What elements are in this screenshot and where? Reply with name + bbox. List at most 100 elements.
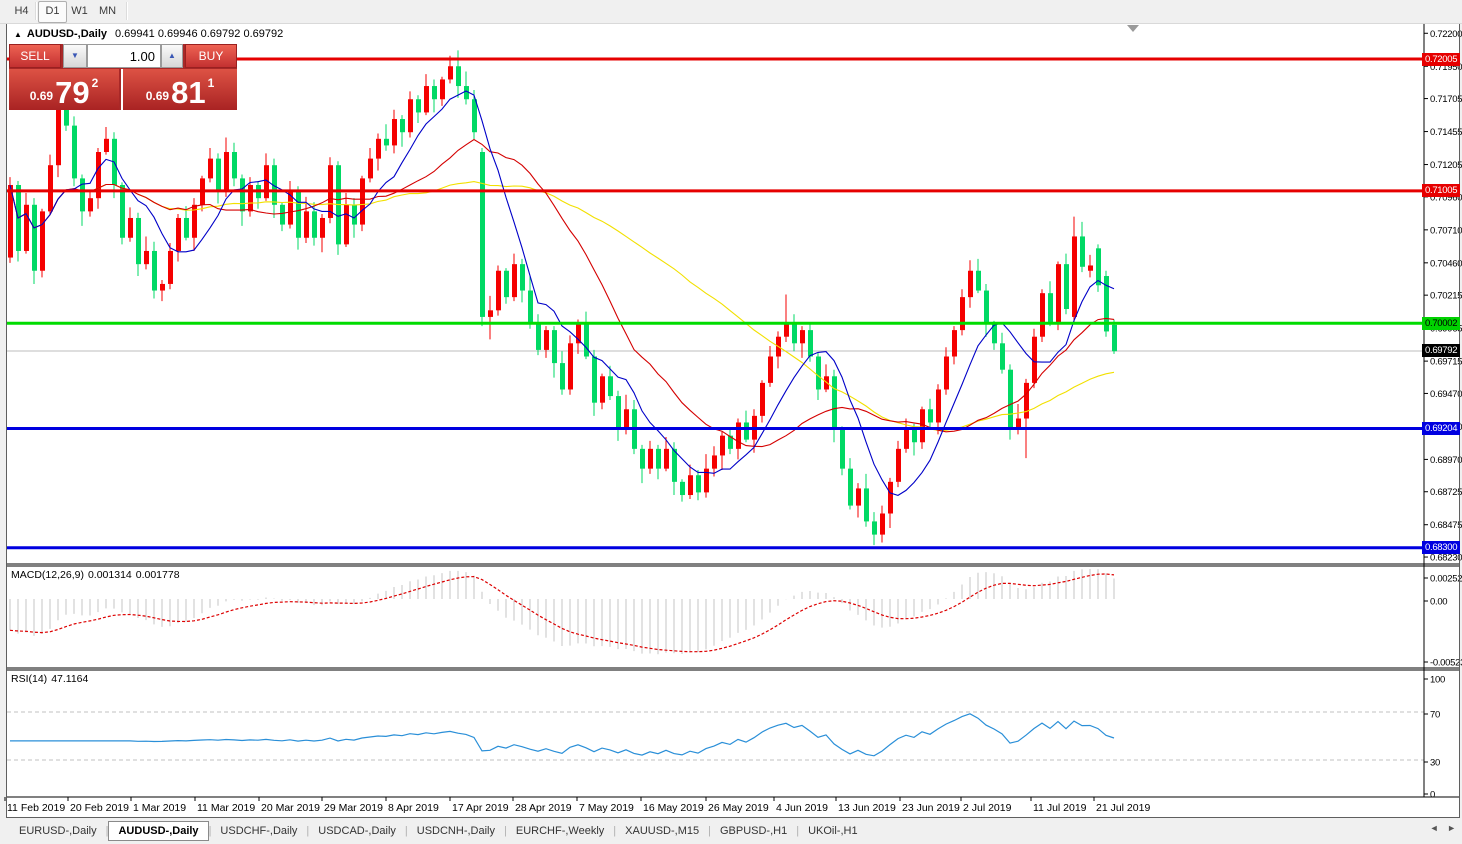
price-tick-label: 0.70215 [1430, 291, 1462, 302]
candle [616, 396, 621, 430]
candle [768, 356, 773, 383]
candle [576, 323, 581, 344]
candle [264, 165, 269, 199]
price-badge-0.72005: 0.72005 [1422, 53, 1460, 66]
timeframe-mn-button[interactable]: MN [98, 5, 117, 17]
timeframe-w1-button[interactable]: W1 [71, 5, 88, 17]
candle [1088, 265, 1093, 271]
candle [512, 264, 517, 298]
rsi-indicator-label: RSI(14) 47.1164 [11, 673, 92, 685]
tab-USDCNH-,Daily[interactable]: USDCNH-,Daily [416, 825, 495, 837]
tab-USDCAD-,Daily[interactable]: USDCAD-,Daily [318, 825, 396, 837]
timeframe-h4-button[interactable]: H4 [14, 5, 29, 17]
candle [904, 429, 909, 449]
candle [680, 481, 685, 496]
candle [104, 138, 109, 153]
candle [120, 184, 125, 238]
indicator-tick-label: 30 [1430, 758, 1440, 769]
candle [520, 264, 525, 291]
candle [816, 356, 821, 390]
candle [1000, 343, 1005, 370]
indicator-tick-label: 0 [1430, 790, 1435, 801]
date-label: 29 Mar 2019 [324, 802, 383, 814]
candle [240, 178, 245, 212]
date-label: 28 Apr 2019 [515, 802, 572, 814]
candle [24, 204, 29, 251]
volume-increase-button[interactable]: ▲ [161, 44, 183, 68]
symbol-tabs-bar: EURUSD-,Daily | AUDUSD-,Daily | USDCHF-,Dail… [0, 818, 1462, 844]
chart-ohlc-values: 0.69941 0.69946 0.69792 0.69792 [115, 28, 284, 40]
date-label: 13 Jun 2019 [838, 802, 896, 814]
candle [464, 86, 469, 100]
date-label: 23 Jun 2019 [902, 802, 960, 814]
candle [624, 409, 629, 430]
indicator-tick-label: 70 [1430, 710, 1440, 721]
volume-input[interactable] [87, 44, 161, 68]
tab-GBPUSD-,H1[interactable]: GBPUSD-,H1 [719, 825, 788, 837]
timeframe-toolbar: H4 D1 W1 MN [0, 0, 1462, 24]
plot-background [7, 24, 1459, 817]
date-label: 11 Mar 2019 [197, 802, 255, 814]
tab-AUDUSD-,Daily[interactable]: AUDUSD-,Daily [108, 821, 209, 841]
candle [216, 158, 221, 192]
price-tick-label: 0.70960 [1430, 192, 1462, 203]
tab-EURCHF-,Weekly[interactable]: EURCHF-,Weekly [515, 825, 605, 837]
price-badge-0.68300: 0.68300 [1422, 541, 1460, 554]
volume-decrease-button[interactable]: ▼ [63, 44, 87, 68]
price-tick-label: 0.68230 [1430, 553, 1462, 564]
candle [880, 513, 885, 535]
tab-scroll-left-icon[interactable]: ◄ [1429, 823, 1439, 833]
timeframe-d1-button[interactable]: D1 [38, 1, 67, 23]
price-tick-label: 0.71705 [1430, 94, 1462, 105]
candle [1032, 336, 1037, 383]
ask-price-display[interactable]: 0.69 81 1 [121, 69, 237, 110]
ask-pipette: 1 [207, 76, 215, 90]
candle [648, 448, 653, 469]
tab-UKOil-,H1[interactable]: UKOil-,H1 [808, 825, 858, 837]
candle [304, 211, 309, 238]
candle [72, 125, 77, 179]
tab-XAUUSD-,M15[interactable]: XAUUSD-,M15 [625, 825, 700, 837]
candle [440, 79, 445, 100]
candle [976, 270, 981, 291]
tab-separator: | [708, 825, 711, 837]
price-tick-label: 0.68970 [1430, 455, 1462, 466]
candle [952, 330, 957, 357]
indicator-tick-label: 0.002522 [1430, 574, 1462, 585]
candle [1024, 382, 1029, 419]
candle [672, 448, 677, 482]
bid-price-display[interactable]: 0.69 79 2 [9, 69, 119, 110]
candle [584, 323, 589, 357]
candle [688, 475, 693, 496]
candle [1064, 264, 1069, 310]
candle [88, 198, 93, 212]
indicator-tick-label: 100 [1430, 675, 1445, 686]
candle [696, 475, 701, 493]
chart-shift-marker-icon[interactable] [1127, 25, 1139, 32]
candle [64, 105, 69, 126]
tab-EURUSD-,Daily[interactable]: EURUSD-,Daily [19, 825, 97, 837]
candle [792, 323, 797, 344]
date-label: 4 Jun 2019 [776, 802, 828, 814]
candle [352, 204, 357, 225]
price-tick-label: 0.68725 [1430, 487, 1462, 498]
candle [840, 429, 845, 469]
candle [272, 165, 277, 205]
price-tick-label: 0.68475 [1430, 520, 1462, 531]
macd-signal-value: 0.001778 [135, 569, 180, 581]
candles-layer [8, 50, 1117, 546]
candle [360, 178, 365, 225]
tab-scroll-right-icon[interactable]: ► [1447, 823, 1456, 833]
collapse-triangle-icon[interactable]: ▲ [14, 30, 22, 39]
sell-button[interactable]: SELL [9, 44, 61, 68]
bid-prefix: 0.69 [29, 89, 54, 103]
toolbar-separator [35, 2, 37, 20]
candle [736, 422, 741, 449]
tab-USDCHF-,Daily[interactable]: USDCHF-,Daily [220, 825, 298, 837]
candle [888, 481, 893, 514]
tab-scroll-arrows: ◄ ► [1424, 823, 1456, 833]
macd-main-value: 0.001314 [87, 569, 132, 581]
buy-button[interactable]: BUY [185, 44, 237, 68]
candle [224, 152, 229, 192]
